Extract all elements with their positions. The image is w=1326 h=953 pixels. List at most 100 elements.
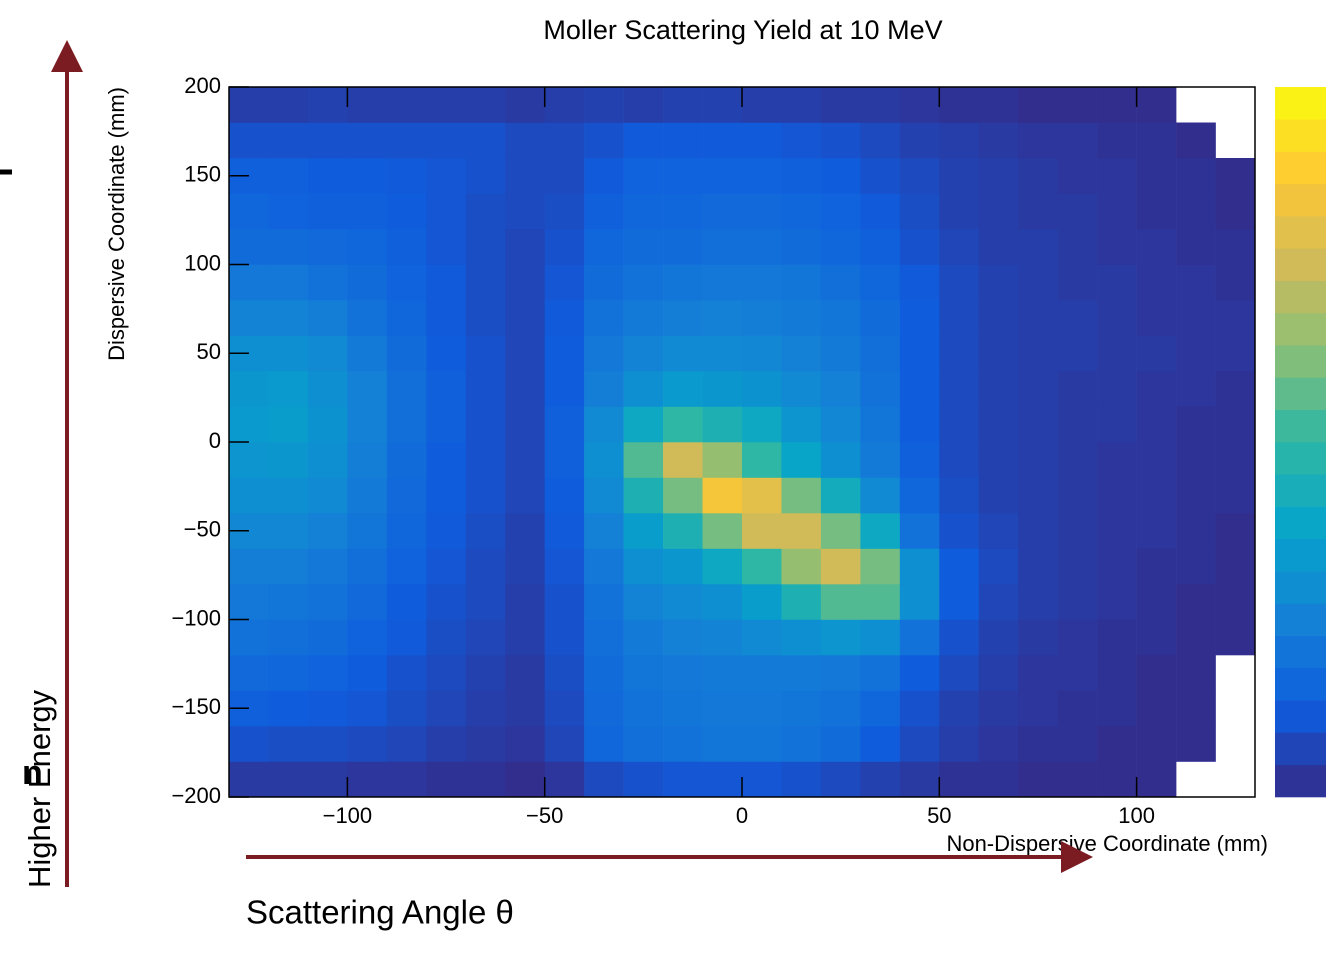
heat-cell bbox=[978, 655, 1019, 691]
heat-cell bbox=[702, 442, 743, 478]
heat-cell bbox=[426, 513, 467, 549]
heat-cell bbox=[426, 371, 467, 407]
heat-cell bbox=[1097, 513, 1137, 549]
heat-cell bbox=[1057, 335, 1098, 372]
heat-cell bbox=[465, 726, 506, 762]
heat-cell bbox=[1176, 548, 1216, 585]
heat-cell bbox=[1018, 229, 1058, 265]
heat-cell bbox=[1176, 726, 1216, 762]
heat-cell bbox=[939, 87, 980, 123]
color-bar-step bbox=[1275, 667, 1326, 701]
heat-cell bbox=[820, 122, 861, 159]
heat-cell bbox=[978, 87, 1019, 123]
heat-cell bbox=[1176, 335, 1216, 372]
heat-cell bbox=[1057, 193, 1098, 230]
heat-cell bbox=[742, 477, 782, 514]
heat-cell bbox=[1097, 264, 1137, 301]
heat-cell bbox=[1018, 335, 1058, 372]
heat-cell bbox=[1097, 229, 1137, 265]
heat-cell bbox=[268, 264, 309, 301]
heat-cell bbox=[544, 87, 585, 123]
heat-cell bbox=[347, 264, 388, 301]
heat-cell bbox=[1136, 371, 1177, 407]
heat-cell bbox=[1136, 513, 1177, 549]
heat-cell bbox=[623, 655, 664, 691]
heat-cell bbox=[742, 158, 782, 194]
heat-cell bbox=[939, 300, 980, 336]
heat-cell bbox=[860, 335, 901, 372]
heat-cell bbox=[781, 726, 822, 762]
heat-cell bbox=[1176, 193, 1216, 230]
heat-cell bbox=[544, 477, 585, 514]
x-tick-label: 50 bbox=[927, 803, 951, 828]
heat-cell bbox=[268, 158, 309, 194]
heat-cell bbox=[229, 406, 269, 443]
heat-cell bbox=[742, 122, 782, 159]
heat-cell bbox=[663, 122, 703, 159]
heat-cell bbox=[426, 264, 467, 301]
heat-cell bbox=[860, 300, 901, 336]
heat-cell bbox=[1097, 335, 1137, 372]
heat-cell bbox=[307, 477, 348, 514]
heat-cell bbox=[742, 619, 782, 656]
heat-cell bbox=[742, 726, 782, 762]
heat-cell bbox=[584, 122, 624, 159]
heat-cell bbox=[505, 513, 545, 549]
heat-cell bbox=[426, 619, 467, 656]
heat-cell bbox=[229, 442, 269, 478]
heat-cell bbox=[1176, 513, 1216, 549]
color-bar-step bbox=[1275, 474, 1326, 507]
heat-cell bbox=[663, 406, 703, 443]
heat-cell bbox=[860, 158, 901, 194]
heat-cell bbox=[347, 406, 388, 443]
heat-cell bbox=[860, 229, 901, 265]
heat-cell bbox=[229, 300, 269, 336]
heat-cell bbox=[544, 690, 585, 727]
heat-cell bbox=[1097, 300, 1137, 336]
heat-cell bbox=[1176, 300, 1216, 336]
heat-cell bbox=[229, 761, 269, 798]
heat-cell bbox=[1136, 619, 1177, 656]
heat-cell bbox=[939, 477, 980, 514]
heat-cell bbox=[1215, 584, 1256, 620]
heat-cell bbox=[781, 193, 822, 230]
heat-cell bbox=[1018, 158, 1058, 194]
heat-cell bbox=[781, 122, 822, 159]
heat-cell bbox=[465, 548, 506, 585]
heat-cell bbox=[623, 690, 664, 727]
heat-cell bbox=[229, 726, 269, 762]
heat-cell bbox=[899, 87, 940, 123]
heat-cell bbox=[544, 655, 585, 691]
heat-cell bbox=[860, 477, 901, 514]
heat-cell bbox=[663, 619, 703, 656]
heat-cell bbox=[1136, 406, 1177, 443]
heat-cell bbox=[978, 335, 1019, 372]
color-bar-step bbox=[1275, 571, 1326, 604]
heat-cell bbox=[386, 726, 427, 762]
heat-cell bbox=[702, 264, 743, 301]
heat-cell bbox=[1176, 158, 1216, 194]
heat-cell bbox=[781, 584, 822, 620]
heat-cell bbox=[781, 655, 822, 691]
heat-cell bbox=[1176, 477, 1216, 514]
heat-cell bbox=[386, 300, 427, 336]
heat-cell bbox=[702, 655, 743, 691]
heat-cell bbox=[584, 229, 624, 265]
heat-cell bbox=[899, 442, 940, 478]
heat-cell bbox=[978, 193, 1019, 230]
heat-cell bbox=[268, 87, 309, 123]
heat-cell bbox=[820, 548, 861, 585]
heat-cell bbox=[465, 87, 506, 123]
heat-cell bbox=[347, 548, 388, 585]
heat-cell bbox=[426, 655, 467, 691]
heat-cell bbox=[426, 229, 467, 265]
heat-cell bbox=[584, 300, 624, 336]
heat-cell bbox=[1097, 371, 1137, 407]
heat-cell bbox=[1216, 691, 1256, 727]
heat-cell bbox=[860, 193, 901, 230]
heat-cell bbox=[978, 122, 1019, 159]
heat-cell bbox=[899, 690, 940, 727]
heat-cell bbox=[781, 335, 822, 372]
color-bar-step bbox=[1275, 345, 1326, 378]
heat-cell bbox=[702, 122, 743, 159]
